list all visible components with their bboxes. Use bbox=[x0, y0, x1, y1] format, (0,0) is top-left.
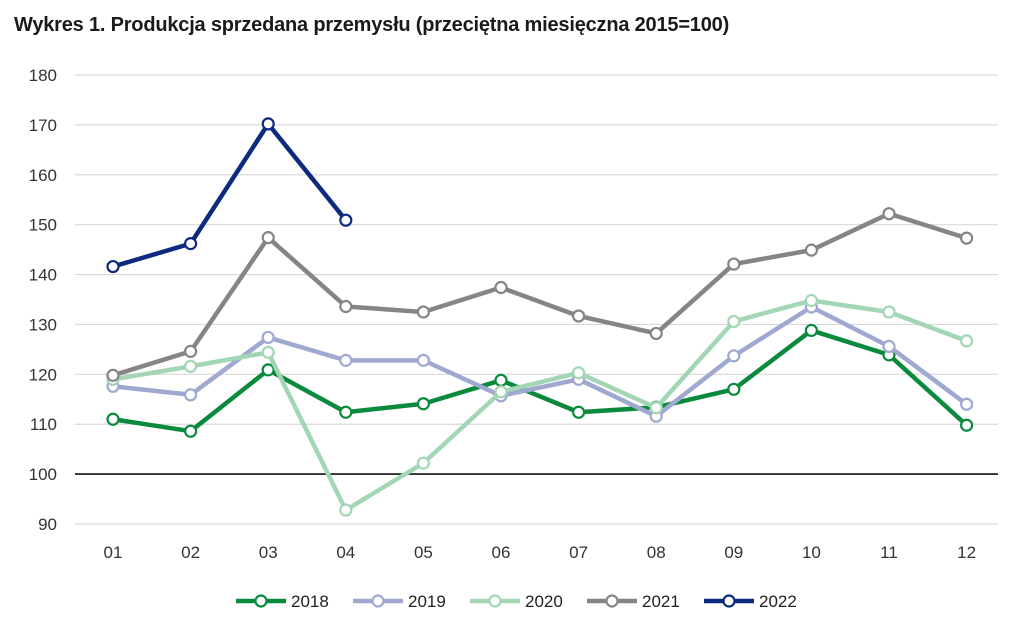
x-tick-label: 03 bbox=[259, 543, 278, 562]
x-tick-label: 02 bbox=[181, 543, 200, 562]
y-tick-label: 100 bbox=[29, 465, 57, 484]
x-tick-label: 01 bbox=[104, 543, 123, 562]
series-2021-point bbox=[106, 368, 120, 382]
y-tick-label: 90 bbox=[38, 515, 57, 534]
y-tick-label: 160 bbox=[29, 166, 57, 185]
series-2020-point bbox=[339, 503, 353, 517]
series-2022-point bbox=[339, 213, 353, 227]
series-2020-point bbox=[649, 401, 663, 415]
y-tick-label: 150 bbox=[29, 216, 57, 235]
series-2019-point bbox=[882, 339, 896, 353]
series-2018-point bbox=[571, 405, 586, 419]
series-2022-point bbox=[106, 259, 120, 274]
legend-label-2018: 2018 bbox=[291, 592, 329, 611]
series-2020-point bbox=[184, 359, 198, 373]
legend-label-2022: 2022 bbox=[759, 592, 797, 611]
legend-marker-2021 bbox=[605, 594, 619, 608]
series-2022-point bbox=[261, 117, 275, 131]
x-tick-label: 04 bbox=[336, 543, 355, 562]
legend-marker-2019 bbox=[371, 594, 385, 608]
x-tick-label: 10 bbox=[802, 543, 821, 562]
series-2018-point bbox=[727, 382, 741, 396]
series-2020-point bbox=[727, 314, 741, 329]
series-2021-point bbox=[261, 231, 275, 245]
series-2018-point bbox=[494, 373, 508, 387]
series-2020-line bbox=[110, 298, 969, 513]
series-2020-point bbox=[571, 366, 586, 380]
series-2021-point bbox=[959, 231, 974, 245]
series-2019-point bbox=[184, 388, 198, 402]
series-2020-point bbox=[261, 345, 275, 359]
series-2019-point bbox=[416, 353, 430, 367]
y-tick-label: 170 bbox=[29, 116, 57, 135]
series-2018-point bbox=[339, 405, 353, 419]
x-tick-label: 08 bbox=[647, 543, 666, 562]
y-tick-label: 140 bbox=[29, 266, 57, 285]
chart-title: Wykres 1. Produkcja sprzedana przemysłu … bbox=[14, 14, 730, 36]
series-2020-point bbox=[494, 385, 508, 399]
series-2021-point bbox=[804, 243, 819, 257]
legend-label-2019: 2019 bbox=[408, 592, 446, 611]
series-2021-point bbox=[339, 299, 353, 314]
series-2021-point bbox=[571, 309, 586, 323]
series-2021-point bbox=[649, 326, 663, 341]
x-tick-label: 06 bbox=[492, 543, 511, 562]
y-tick-label: 110 bbox=[30, 415, 57, 434]
y-tick-label: 120 bbox=[29, 365, 57, 384]
series-2018-point bbox=[106, 412, 120, 426]
series-2020-point bbox=[959, 334, 974, 348]
x-tick-label: 12 bbox=[957, 543, 976, 562]
series-2018-line bbox=[110, 328, 969, 434]
series-2019-point bbox=[959, 397, 974, 411]
series-2019-point bbox=[339, 353, 353, 367]
series-2021-point bbox=[882, 207, 896, 221]
legend-label-2021: 2021 bbox=[642, 592, 680, 611]
legend-marker-2018 bbox=[254, 594, 268, 608]
series-2021-point bbox=[184, 344, 198, 358]
legend-label-2020: 2020 bbox=[525, 592, 563, 611]
y-tick-label: 180 bbox=[29, 66, 57, 85]
series-2021-point bbox=[727, 257, 741, 271]
series-2019-point bbox=[261, 330, 275, 345]
series-2019-line bbox=[110, 304, 969, 419]
x-tick-label: 09 bbox=[724, 543, 743, 562]
y-tick-label: 130 bbox=[29, 315, 57, 334]
legend-marker-2020 bbox=[488, 594, 502, 608]
x-tick-label: 11 bbox=[880, 543, 898, 562]
series-2018-point bbox=[261, 363, 275, 377]
series-2019-point bbox=[727, 349, 741, 363]
series-2022-line bbox=[110, 121, 349, 269]
series-2021-point bbox=[494, 280, 508, 295]
series-2020-point bbox=[416, 456, 430, 470]
series-2020-point bbox=[804, 293, 819, 308]
legend-marker-2022 bbox=[722, 594, 736, 608]
x-tick-label: 05 bbox=[414, 543, 433, 562]
series-2018-point bbox=[959, 418, 974, 432]
series-2021-point bbox=[416, 305, 430, 319]
series-2021-line bbox=[110, 211, 969, 378]
series-2018-point bbox=[416, 397, 430, 411]
series-2020-point bbox=[882, 305, 896, 319]
x-tick-label: 07 bbox=[569, 543, 588, 562]
series-2018-point bbox=[804, 323, 819, 338]
series-2018-point bbox=[184, 424, 198, 438]
series-2022-point bbox=[184, 237, 198, 251]
